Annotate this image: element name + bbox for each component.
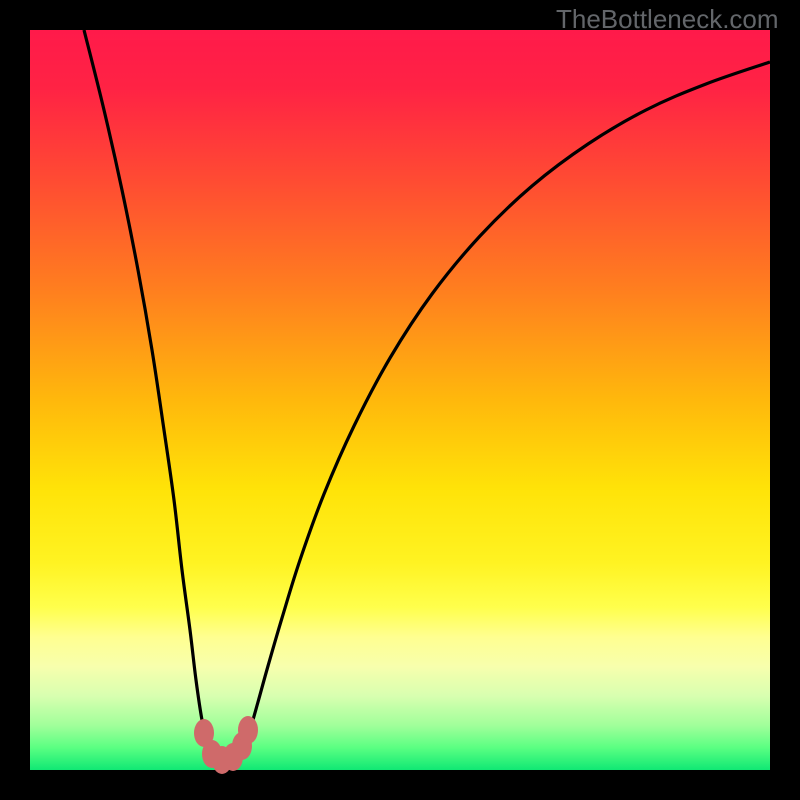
valley-marker-5 (238, 716, 258, 744)
valley-markers (194, 716, 258, 774)
bottleneck-curve-chart (30, 30, 770, 770)
curve-left-branch (84, 30, 213, 758)
curve-right-branch (240, 62, 770, 758)
